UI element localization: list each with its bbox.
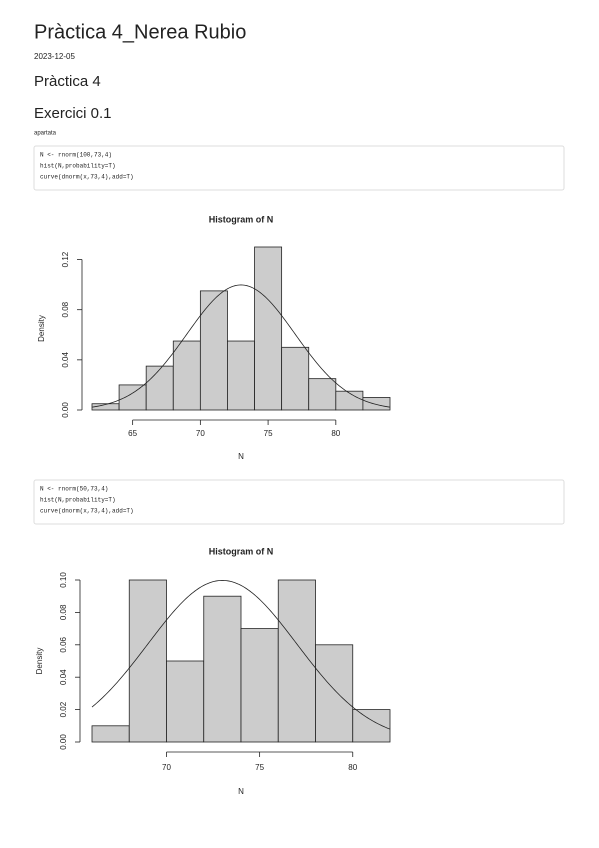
- y-axis-label: Density: [35, 648, 44, 675]
- x-tick-label: 80: [331, 429, 340, 438]
- bar: [352, 709, 391, 743]
- density-curve: [91, 580, 391, 730]
- y-tick-label: 0.08: [61, 301, 70, 317]
- chart-title: Histogram of N: [209, 214, 274, 224]
- code-block: [33, 479, 565, 525]
- density-curve: [91, 284, 391, 408]
- code-line: N <- rnorm(100,73,4): [40, 152, 112, 159]
- code-line: hist(N,probability=T): [40, 497, 116, 504]
- section-heading: Pràctica 4: [34, 73, 101, 90]
- y-tick-label: 0.06: [59, 636, 68, 652]
- code-block: [33, 145, 565, 191]
- code-line: N <- rnorm(50,73,4): [40, 486, 108, 493]
- bar: [145, 365, 174, 411]
- bar: [172, 340, 201, 411]
- y-tick-label: 0.10: [59, 572, 68, 588]
- x-axis-label: N: [238, 787, 244, 796]
- bar: [277, 579, 316, 743]
- y-tick-label: 0.04: [59, 669, 68, 685]
- bar: [199, 290, 228, 411]
- code-line: curve(dnorm(x,73,4),add=T): [40, 508, 134, 515]
- chart-title: Histogram of N: [209, 546, 274, 556]
- bar: [362, 397, 391, 411]
- bar: [118, 384, 147, 411]
- bar: [315, 644, 354, 743]
- x-tick-label: 75: [255, 763, 264, 772]
- bar: [240, 628, 279, 743]
- x-tick-label: 80: [348, 763, 357, 772]
- bar: [281, 346, 310, 411]
- y-tick-label: 0.08: [59, 604, 68, 620]
- y-axis-label: Density: [37, 315, 46, 342]
- x-tick-label: 70: [162, 763, 171, 772]
- x-axis-label: N: [238, 452, 244, 461]
- bar: [128, 579, 167, 743]
- x-tick-label: 65: [128, 429, 137, 438]
- code-line: curve(dnorm(x,73,4),add=T): [40, 174, 134, 181]
- y-tick-label: 0.12: [61, 251, 70, 267]
- paragraph: apartata: [34, 131, 57, 137]
- y-tick-label: 0.02: [59, 701, 68, 717]
- x-tick-label: 75: [264, 429, 273, 438]
- bar: [254, 246, 283, 411]
- doc-title: Pràctica 4_Nerea Rubio: [34, 21, 246, 43]
- bar: [335, 390, 364, 411]
- bar: [203, 595, 242, 743]
- code-line: hist(N,probability=T): [40, 163, 116, 170]
- subsection-heading: Exercici 0.1: [34, 105, 112, 122]
- bar: [227, 340, 255, 411]
- y-tick-label: 0.00: [61, 402, 70, 418]
- doc-date: 2023-12-05: [34, 52, 75, 61]
- x-tick-label: 70: [196, 429, 205, 438]
- bar: [91, 725, 130, 743]
- bar: [166, 660, 205, 743]
- y-tick-label: 0.04: [61, 352, 70, 368]
- y-tick-label: 0.00: [59, 734, 68, 750]
- bar: [308, 378, 337, 411]
